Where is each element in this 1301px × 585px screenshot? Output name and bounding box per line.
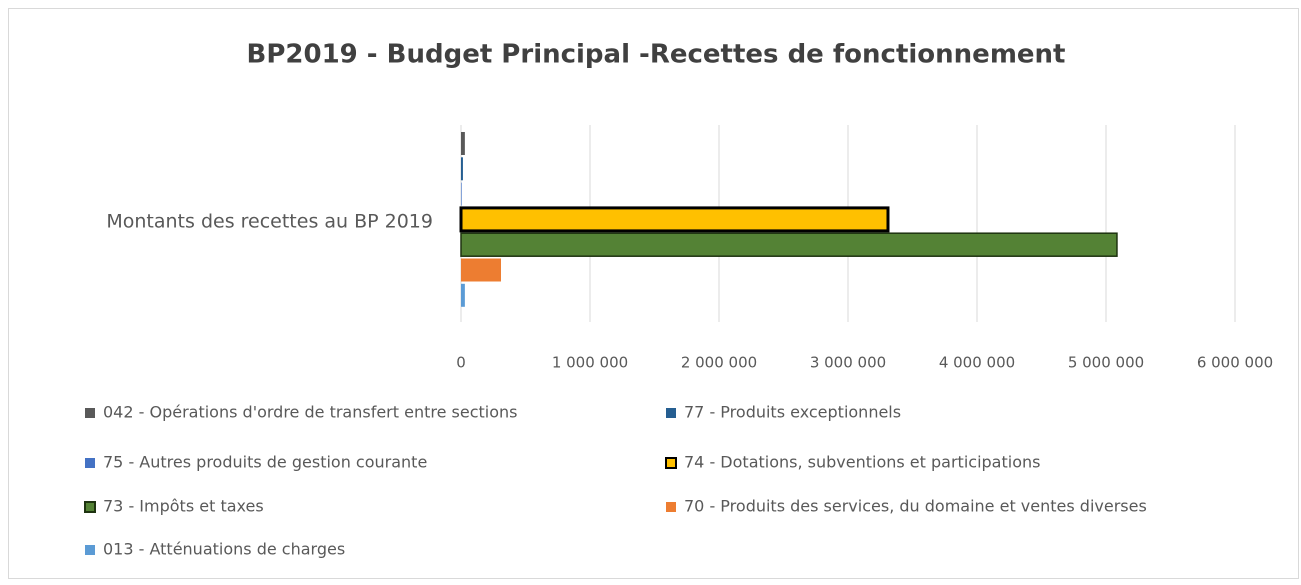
- legend-swatch: [85, 545, 95, 555]
- legend-label: 74 - Dotations, subventions et participa…: [684, 453, 1040, 472]
- bar: [459, 206, 890, 233]
- bar: [461, 182, 462, 206]
- x-tick-label: 4 000 000: [939, 354, 1015, 372]
- legend-swatch: [666, 408, 676, 418]
- chart-title: BP2019 - Budget Principal -Recettes de f…: [247, 40, 1066, 70]
- legend-label: 73 - Impôts et taxes: [103, 497, 264, 516]
- legend-label: 042 - Opérations d'ordre de transfert en…: [103, 403, 518, 422]
- legend-swatch: [84, 501, 96, 513]
- bar: [461, 258, 501, 282]
- category-label: Montants des recettes au BP 2019: [106, 211, 433, 233]
- legend-label: 013 - Atténuations de charges: [103, 540, 345, 559]
- x-tick-label: 0: [456, 354, 466, 372]
- bar: [461, 283, 465, 307]
- legend-label: 77 - Produits exceptionnels: [684, 403, 901, 422]
- x-tick-label: 2 000 000: [681, 354, 757, 372]
- legend-swatch: [666, 502, 676, 512]
- legend-swatch: [665, 457, 677, 469]
- bar: [461, 157, 463, 181]
- x-tick-label: 6 000 000: [1197, 354, 1273, 372]
- legend-swatch: [85, 408, 95, 418]
- legend-swatch: [85, 458, 95, 468]
- x-tick-label: 1 000 000: [552, 354, 628, 372]
- legend-label: 70 - Produits des services, du domaine e…: [684, 497, 1147, 516]
- legend-label: 75 - Autres produits de gestion courante: [103, 453, 427, 472]
- x-tick-label: 3 000 000: [810, 354, 886, 372]
- x-tick-label: 5 000 000: [1068, 354, 1144, 372]
- bar: [460, 232, 1118, 257]
- bar: [461, 132, 465, 155]
- chart-frame: [8, 8, 1299, 579]
